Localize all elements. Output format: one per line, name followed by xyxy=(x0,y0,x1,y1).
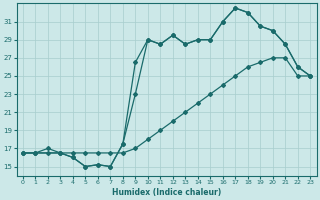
X-axis label: Humidex (Indice chaleur): Humidex (Indice chaleur) xyxy=(112,188,221,197)
